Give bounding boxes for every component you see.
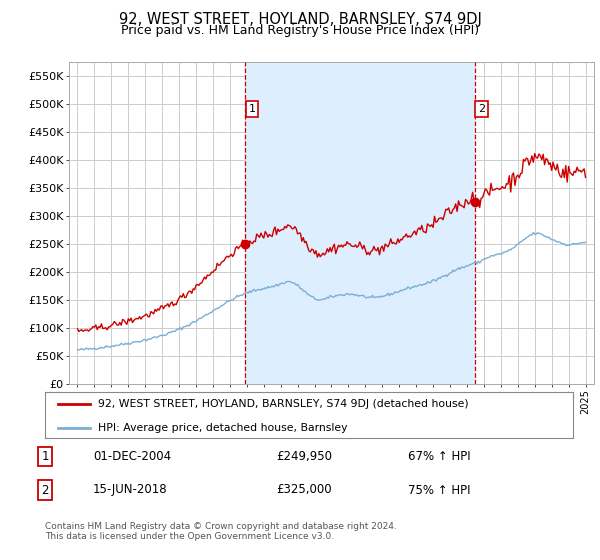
Text: 92, WEST STREET, HOYLAND, BARNSLEY, S74 9DJ (detached house): 92, WEST STREET, HOYLAND, BARNSLEY, S74 … [98, 399, 469, 409]
Text: 01-DEC-2004: 01-DEC-2004 [93, 450, 171, 463]
Text: HPI: Average price, detached house, Barnsley: HPI: Average price, detached house, Barn… [98, 423, 347, 433]
Text: Price paid vs. HM Land Registry's House Price Index (HPI): Price paid vs. HM Land Registry's House … [121, 24, 479, 37]
Text: 2: 2 [41, 483, 49, 497]
Text: 75% ↑ HPI: 75% ↑ HPI [408, 483, 470, 497]
Text: 2: 2 [478, 104, 485, 114]
Text: 92, WEST STREET, HOYLAND, BARNSLEY, S74 9DJ: 92, WEST STREET, HOYLAND, BARNSLEY, S74 … [119, 12, 481, 27]
Text: 15-JUN-2018: 15-JUN-2018 [93, 483, 167, 497]
Text: 1: 1 [248, 104, 256, 114]
Text: £325,000: £325,000 [276, 483, 332, 497]
Text: Contains HM Land Registry data © Crown copyright and database right 2024.
This d: Contains HM Land Registry data © Crown c… [45, 522, 397, 542]
Text: 67% ↑ HPI: 67% ↑ HPI [408, 450, 470, 463]
Bar [245, 62, 475, 384]
Text: £249,950: £249,950 [276, 450, 332, 463]
Text: 1: 1 [41, 450, 49, 463]
